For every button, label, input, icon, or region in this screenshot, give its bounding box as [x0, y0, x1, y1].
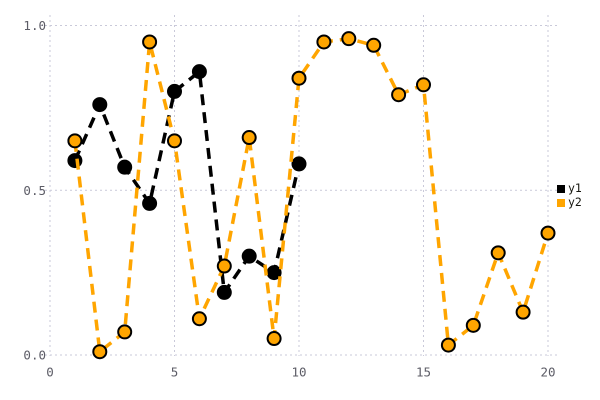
marker-y2	[241, 130, 257, 146]
x-tick-label: 5	[171, 365, 179, 380]
series-y2	[67, 31, 556, 360]
legend: y1 y2	[557, 182, 582, 209]
marker-y2	[291, 70, 307, 86]
y2-swatch-icon	[557, 198, 565, 207]
marker-y2	[440, 337, 456, 353]
marker-y1	[291, 156, 307, 172]
y-tick-label: 0.0	[23, 348, 46, 363]
marker-y2	[191, 311, 207, 327]
marker-y1	[117, 159, 133, 175]
marker-y2	[465, 317, 481, 333]
marker-y2	[216, 258, 232, 274]
marker-y2	[341, 31, 357, 47]
y1-legend-label: y1	[568, 181, 582, 195]
y1-swatch-icon	[557, 184, 565, 193]
x-tick-label: 0	[46, 365, 54, 380]
marker-y2	[515, 304, 531, 320]
marker-y2	[117, 324, 133, 340]
y-tick-label: 0.5	[23, 183, 46, 198]
x-tick-label: 15	[416, 365, 431, 380]
marker-y2	[416, 77, 431, 93]
marker-y2	[391, 87, 407, 103]
marker-y1	[216, 284, 232, 300]
marker-y2	[167, 133, 182, 149]
legend-item-y2: y2	[557, 196, 582, 209]
marker-y2	[490, 245, 506, 261]
marker-y2	[366, 37, 382, 53]
marker-y2	[316, 34, 332, 50]
marker-y2	[142, 34, 158, 50]
marker-y1	[191, 64, 207, 80]
marker-y2	[67, 133, 83, 149]
marker-y2	[540, 225, 556, 241]
marker-y2	[266, 331, 282, 347]
x-tick-label: 10	[291, 365, 306, 380]
legend-item-y1: y1	[557, 182, 582, 195]
series-y1	[67, 64, 307, 300]
y2-legend-label: y2	[568, 195, 582, 209]
marker-y1	[142, 195, 158, 211]
y-tick-label: 1.0	[23, 18, 46, 33]
marker-y1	[92, 97, 108, 113]
marker-y1	[167, 83, 182, 99]
line-y1	[73, 69, 301, 295]
marker-y2	[92, 344, 108, 360]
marker-y1	[241, 248, 257, 264]
x-tick-label: 20	[540, 365, 555, 380]
